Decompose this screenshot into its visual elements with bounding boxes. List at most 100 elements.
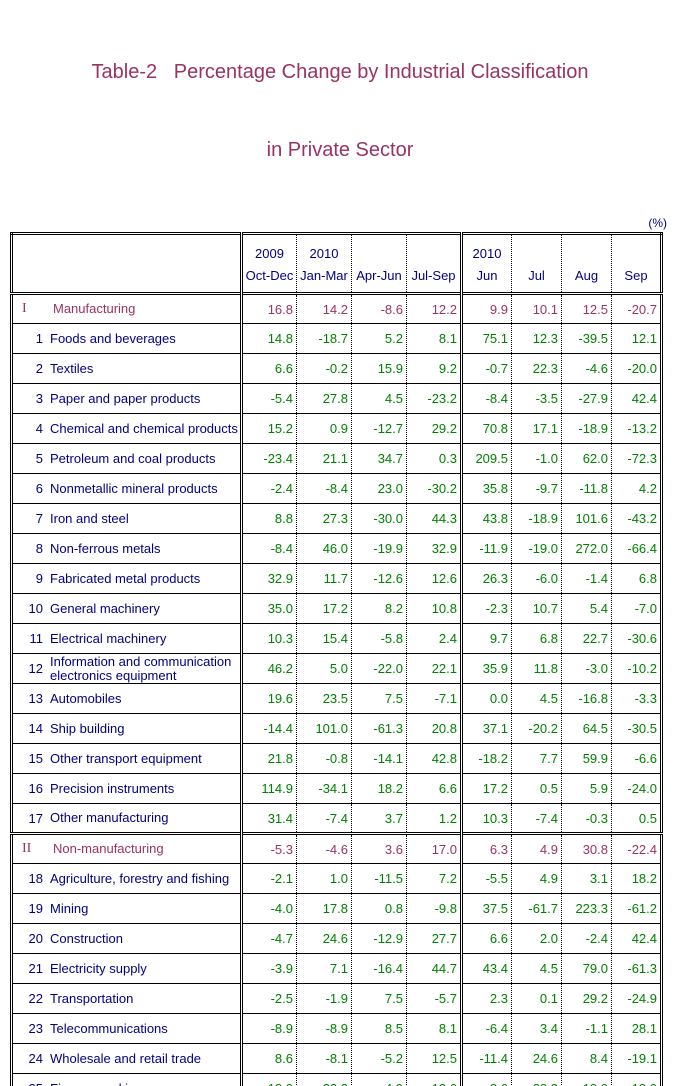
value-cell: -72.3 xyxy=(611,443,662,474)
period-label: Oct-Dec xyxy=(245,267,294,283)
row-number: 11 xyxy=(29,631,44,646)
value-cell: -27.9 xyxy=(561,383,612,414)
row-label-line1: Precision instruments xyxy=(50,780,175,796)
value-cell: -18.9 xyxy=(561,413,612,444)
row-number: 22 xyxy=(28,991,43,1006)
value-cell: 79.0 xyxy=(561,953,612,984)
table-row: 15 Other transport equipment 21.8 -0.8 -14.1… xyxy=(11,743,662,774)
value-cell: 34.7 xyxy=(351,443,407,474)
row-label: Electrical machinery xyxy=(50,631,166,646)
value-cell: 23.5 xyxy=(296,683,352,714)
value-cell: 22.1 xyxy=(406,653,462,684)
table-row: 12 Information and communication electroni… xyxy=(11,653,662,684)
row-label-cell: 10 General machinery xyxy=(11,593,242,624)
value-cell: -9.8 xyxy=(406,893,462,924)
value-cell: 9.7 xyxy=(460,623,512,654)
value-cell: 7.2 xyxy=(406,863,462,894)
value-cell: -11.9 xyxy=(460,533,512,564)
row-label-line1: Information and communication xyxy=(50,653,232,669)
row-label-cell: 16 Precision instruments xyxy=(11,773,242,804)
row-label-cell: 25 Finance and insurance xyxy=(11,1073,242,1086)
row-label-line1: Petroleum and coal products xyxy=(50,450,216,466)
value-cell: 101.0 xyxy=(296,713,352,744)
value-cell: 29.2 xyxy=(561,983,612,1014)
value-cell: 16.8 xyxy=(240,292,297,324)
page-title-line2: in Private Sector xyxy=(266,139,414,161)
value-cell: -4.9 xyxy=(351,1073,407,1086)
value-cell: 4.5 xyxy=(351,383,407,414)
row-label-line1: Ship building xyxy=(50,720,125,736)
year-label xyxy=(353,237,407,264)
value-cell: 6.8 xyxy=(511,623,562,654)
row-number: 24 xyxy=(28,1051,43,1066)
value-cell: -1.9 xyxy=(296,983,352,1014)
table-row: 21 Electricity supply -3.9 7.1 -16.4 44.7 43.4… xyxy=(11,953,662,984)
row-label-cell: 21 Electricity supply xyxy=(11,953,242,984)
value-cell: 11.8 xyxy=(511,653,562,684)
value-cell: -8.4 xyxy=(296,473,352,504)
row-label-cell: 20 Construction xyxy=(11,923,242,954)
value-cell: -18.0 xyxy=(561,1073,612,1086)
row-label: Finance and insurance xyxy=(50,1081,182,1086)
value-cell: -22.0 xyxy=(351,653,407,684)
value-cell: 22.7 xyxy=(561,623,612,654)
header-cell-q3: Apr-Jun xyxy=(351,233,407,294)
value-cell: 101.6 xyxy=(561,503,612,534)
value-cell: 9.2 xyxy=(406,353,462,384)
table-row: 13 Automobiles 19.6 23.5 7.5 -7.1 0.0 4.5 -16.8-… xyxy=(11,683,662,714)
value-cell: -8.1 xyxy=(296,1043,352,1074)
table-row: 25Finance and insurance-18.022.2-4.913.6… xyxy=(11,1073,662,1086)
value-cell: 2.3 xyxy=(460,983,512,1014)
row-label-cell: 6 Nonmetallic mineral products xyxy=(11,473,242,504)
row-label-cell: II Non-manufacturing xyxy=(11,832,242,864)
row-label-cell: 24 Wholesale and retail trade xyxy=(11,1043,242,1074)
period-label: Jul xyxy=(528,267,545,283)
value-cell: -8.4 xyxy=(460,383,512,414)
header-cell-m1: 2010 Jun xyxy=(460,233,512,294)
table-row: 2 Textiles 6.6 -0.2 15.9 9.2 -0.7 22.3 -4.6 -20.0 xyxy=(11,353,662,384)
header-label-cell xyxy=(12,234,242,294)
row-number: 19 xyxy=(28,901,43,916)
row-number: 5 xyxy=(35,451,43,466)
value-cell: 20.8 xyxy=(406,713,462,744)
value-cell: 0.3 xyxy=(406,443,462,474)
value-cell: 42.4 xyxy=(611,923,662,954)
row-number: 20 xyxy=(28,931,43,946)
value-cell: 32.9 xyxy=(240,563,297,594)
value-cell: 3.1 xyxy=(561,863,612,894)
value-cell: 4.9 xyxy=(511,863,562,894)
header-cell-q4: Jul-Sep xyxy=(406,233,462,294)
row-label-cell: 8 Non-ferrous metals xyxy=(11,533,242,564)
value-cell: -39.5 xyxy=(561,323,612,354)
row-label: Manufacturing xyxy=(53,302,135,316)
value-cell: 43.8 xyxy=(460,503,512,534)
row-number: 21 xyxy=(28,961,43,976)
table-row: 23 Telecommunications -8.9 -8.9 8.5 8.1 -6.4 3.… xyxy=(11,1013,662,1044)
value-cell: 8.5 xyxy=(351,1013,407,1044)
value-cell: 62.0 xyxy=(561,443,612,474)
table-row: 7 Iron and steel 8.8 27.3 -30.0 44.3 43.8 -18.9… xyxy=(11,503,662,534)
row-number: 2 xyxy=(35,361,43,376)
value-cell: 8.1 xyxy=(406,323,462,354)
value-cell: 12.1 xyxy=(611,323,662,354)
value-cell: 14.2 xyxy=(296,292,352,324)
row-number: 13 xyxy=(28,691,43,706)
value-cell: 18.2 xyxy=(351,773,407,804)
table-row: II Non-manufacturing -5.3 -4.6 3.6 17.0 6.3 4.9… xyxy=(11,832,662,864)
value-cell: -0.2 xyxy=(296,353,352,384)
value-cell: -18.9 xyxy=(511,503,562,534)
row-label: Agriculture, forestry and fishing xyxy=(50,871,229,886)
value-cell: 6.6 xyxy=(406,773,462,804)
table-row: 1 Foods and beverages 14.8 -18.7 5.2 8.1 75.1 1… xyxy=(11,323,662,354)
value-cell: 27.3 xyxy=(296,503,352,534)
value-cell: 7.7 xyxy=(511,743,562,774)
row-label-cell: 19 Mining xyxy=(11,893,242,924)
value-cell: -61.3 xyxy=(351,713,407,744)
row-label-cell: 4 Chemical and chemical products xyxy=(11,413,242,444)
value-cell: 9.9 xyxy=(460,292,512,324)
table-header: 2009 Oct-Dec 2010 Jan-Mar Apr-Jun Jul-Se… xyxy=(12,233,662,294)
value-cell: -34.1 xyxy=(296,773,352,804)
value-cell: -14.4 xyxy=(240,713,297,744)
value-cell: -10.2 xyxy=(611,653,662,684)
row-label: Foods and beverages xyxy=(50,331,176,346)
